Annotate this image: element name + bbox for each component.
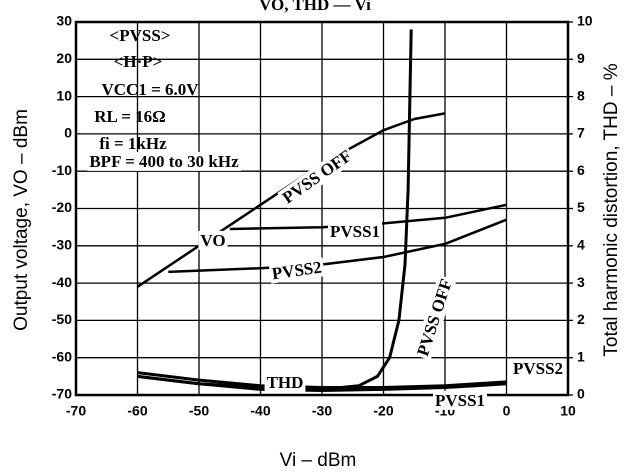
y-tick-label: 30 bbox=[56, 13, 72, 29]
y2-tick-label: 2 bbox=[577, 311, 585, 327]
x-tick-label: -60 bbox=[127, 403, 147, 419]
x-tick-label: -20 bbox=[373, 403, 393, 419]
annotation: <H·P> bbox=[114, 52, 163, 71]
y-tick-label: -30 bbox=[52, 237, 72, 253]
y2-tick-label: 0 bbox=[577, 386, 585, 402]
series-label-group: PVSS OFF bbox=[412, 274, 457, 361]
x-tick-label: -30 bbox=[312, 403, 332, 419]
label-bg bbox=[327, 221, 383, 241]
y2-axis-label: Total harmonic distortion, THD – % bbox=[601, 63, 622, 356]
annotation: VCC1 = 6.0V bbox=[101, 80, 199, 99]
label-bg bbox=[510, 358, 566, 378]
annotation: <PVSS> bbox=[110, 26, 171, 45]
annotation-group: <PVSS> bbox=[110, 26, 171, 45]
x-tick-label: -40 bbox=[250, 403, 270, 419]
series-label-group: PVSS2 bbox=[510, 358, 566, 378]
series-line bbox=[168, 218, 507, 274]
y2-tick-label: 4 bbox=[577, 237, 585, 253]
annotation-group: VO bbox=[198, 230, 228, 250]
y-tick-label: 0 bbox=[64, 125, 72, 141]
annotation: THD bbox=[267, 373, 304, 392]
series-label: PVSS OFF bbox=[279, 146, 355, 207]
y2-tick-label: 9 bbox=[577, 50, 585, 66]
label-bg bbox=[277, 144, 357, 209]
label-bg bbox=[264, 372, 306, 392]
y2-tick-label: 8 bbox=[577, 87, 585, 103]
label-bg bbox=[198, 230, 228, 250]
y-tick-label: -40 bbox=[52, 274, 72, 290]
label-bg bbox=[412, 274, 457, 361]
x-tick-label: -70 bbox=[66, 403, 86, 419]
series-label: PVSS1 bbox=[435, 391, 485, 410]
series-label-group: PVSS OFF bbox=[277, 144, 357, 209]
annotation: VO bbox=[200, 231, 225, 250]
series-label: PVSS1 bbox=[330, 222, 380, 241]
x-tick-label: 0 bbox=[503, 403, 511, 419]
y-tick-label: -70 bbox=[52, 386, 72, 402]
y-tick-label: -10 bbox=[52, 162, 72, 178]
annotation-group: RL = 16Ω bbox=[94, 107, 165, 126]
y2-tick-label: 5 bbox=[577, 199, 585, 215]
y-tick-label: -60 bbox=[52, 348, 72, 364]
series-label: PVSS OFF bbox=[413, 277, 456, 359]
annotation-group: THD bbox=[264, 372, 306, 392]
x-tick-label: -50 bbox=[189, 403, 209, 419]
y2-tick-label: 10 bbox=[577, 13, 593, 29]
label-bg bbox=[268, 257, 325, 284]
y-axis-label: Output voltage, VO – dBm bbox=[11, 109, 32, 331]
annotation-group: fi = 1kHz bbox=[99, 134, 167, 153]
y2-tick-label: 3 bbox=[577, 274, 585, 290]
annotation-group: <H·P> bbox=[114, 52, 163, 71]
series-label-group: PVSS1 bbox=[327, 221, 383, 241]
series-line bbox=[137, 374, 507, 392]
annotation: fi = 1kHz bbox=[99, 134, 167, 153]
annotation-group: BPF = 400 to 30 kHz bbox=[87, 151, 242, 171]
annotation: BPF = 400 to 30 kHz bbox=[89, 152, 239, 171]
series-label-group: PVSS1 bbox=[432, 390, 488, 410]
y-tick-label: -20 bbox=[52, 199, 72, 215]
y2-tick-label: 1 bbox=[577, 348, 585, 364]
y2-tick-label: 6 bbox=[577, 162, 585, 178]
y-tick-label: 10 bbox=[56, 87, 72, 103]
label-bg bbox=[432, 390, 488, 410]
series-line bbox=[137, 371, 507, 389]
x-axis-label: Vi – dBm bbox=[280, 450, 357, 471]
y2-tick-label: 7 bbox=[577, 125, 585, 141]
annotation-group: VCC1 = 6.0V bbox=[101, 80, 199, 99]
chart-title: VO, THD — Vi bbox=[259, 0, 371, 14]
plot-frame bbox=[74, 20, 570, 397]
series-line bbox=[137, 29, 413, 391]
series-label: PVSS2 bbox=[271, 258, 323, 284]
x-tick-label: 10 bbox=[560, 403, 576, 419]
series-label: PVSS2 bbox=[513, 359, 563, 378]
y-tick-label: -50 bbox=[52, 311, 72, 327]
series-line bbox=[229, 203, 507, 231]
annotation: RL = 16Ω bbox=[94, 107, 165, 126]
y-tick-label: 20 bbox=[56, 50, 72, 66]
label-bg bbox=[87, 151, 242, 171]
series-label-group: PVSS2 bbox=[268, 257, 325, 284]
